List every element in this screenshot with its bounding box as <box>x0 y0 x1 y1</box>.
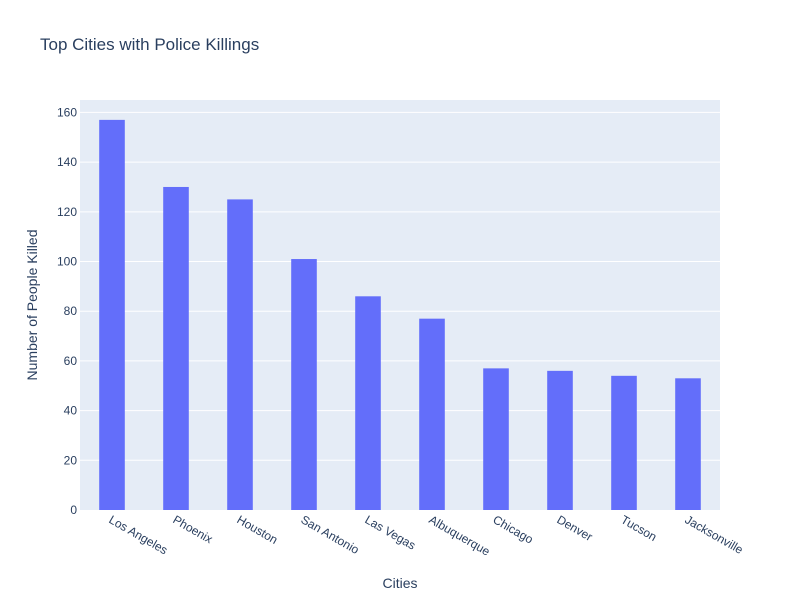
chart-title: Top Cities with Police Killings <box>40 35 259 54</box>
y-tick-label: 80 <box>64 304 78 318</box>
bar <box>483 368 509 510</box>
y-axis-title: Number of People Killed <box>24 230 40 381</box>
bar <box>291 259 317 510</box>
y-tick-label: 60 <box>64 354 78 368</box>
x-tick-label: Denver <box>555 512 596 543</box>
x-tick-label: Phoenix <box>171 512 216 546</box>
y-tick-label: 40 <box>64 404 78 418</box>
y-tick-label: 0 <box>70 503 77 517</box>
x-axis-title: Cities <box>382 575 417 591</box>
bar <box>99 119 125 510</box>
bar <box>163 186 189 510</box>
y-tick-label: 100 <box>57 255 77 269</box>
y-tick-label: 160 <box>57 105 77 119</box>
x-tick-label: Tucson <box>619 512 660 544</box>
bar <box>547 370 573 510</box>
bar <box>611 375 637 510</box>
bar <box>355 296 381 510</box>
x-tick-label: Houston <box>235 512 281 546</box>
x-tick-label: Albuquerque <box>427 512 493 558</box>
x-axis-ticks: Los Angeles Phoenix Houston San Antonio Las … <box>107 512 746 558</box>
x-tick-label: Jacksonville <box>683 512 746 557</box>
bar <box>419 318 445 510</box>
x-tick-label: Los Angeles <box>107 512 171 557</box>
y-axis-ticks: 0 20 40 60 80 100 120 140 160 <box>57 105 77 517</box>
y-tick-label: 20 <box>64 453 78 467</box>
y-tick-label: 140 <box>57 155 77 169</box>
bar <box>227 199 253 511</box>
x-tick-label: Las Vegas <box>363 512 419 552</box>
bar <box>675 378 701 510</box>
y-tick-label: 120 <box>57 205 77 219</box>
bar-series <box>99 119 701 511</box>
x-tick-label: Chicago <box>491 512 536 546</box>
x-tick-label: San Antonio <box>299 512 362 557</box>
